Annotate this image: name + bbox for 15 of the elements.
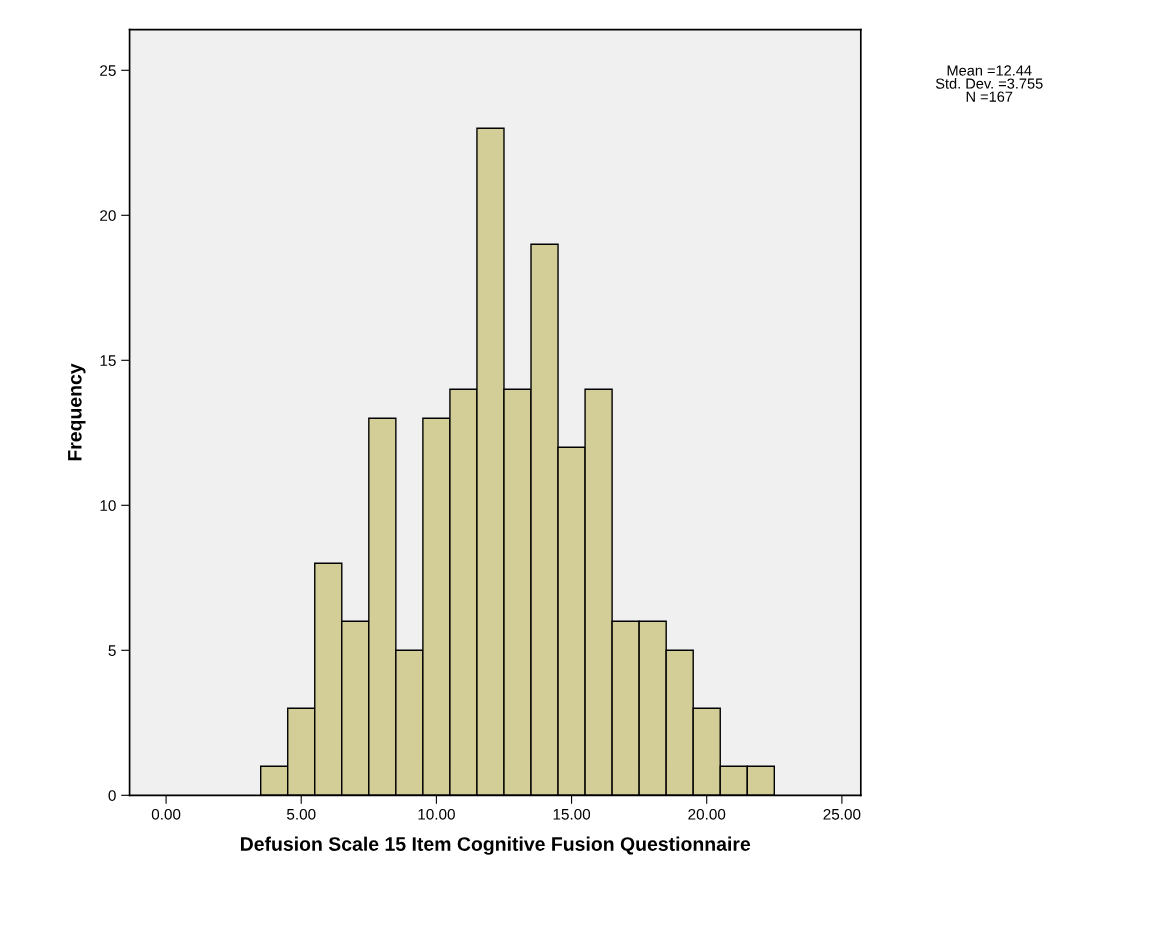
- x-tick-label: 0.00: [151, 808, 181, 820]
- y-tick-label: 20: [100, 210, 116, 221]
- x-tick-label: 20.00: [688, 808, 726, 820]
- y-axis-title: Frequency: [68, 363, 86, 461]
- x-tick-label: 25.00: [823, 808, 861, 820]
- text: Mean =12.44 Std. Dev. =3.755 N =167: [935, 65, 1043, 102]
- y-tick-label: 10: [100, 500, 116, 511]
- y-tick-label: 25: [100, 65, 116, 76]
- x-axis-title: Defusion Scale 15 Item Cognitive Fusion Questionnaire: [240, 836, 751, 855]
- y-tick-label: 0: [108, 790, 116, 801]
- x-tick-label: 10.00: [418, 808, 455, 820]
- y-tick-label: 5: [108, 645, 116, 656]
- x-tick-label: 5.00: [286, 808, 316, 820]
- y-tick-label: 15: [100, 355, 116, 366]
- x-tick-label: 15.00: [553, 808, 591, 820]
